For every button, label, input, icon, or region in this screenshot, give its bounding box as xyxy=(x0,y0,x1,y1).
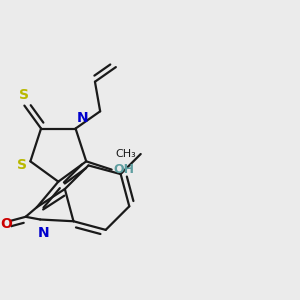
Text: OH: OH xyxy=(113,163,134,176)
Text: N: N xyxy=(77,111,89,125)
Text: N: N xyxy=(38,226,49,240)
Text: CH₃: CH₃ xyxy=(115,149,136,159)
Text: O: O xyxy=(0,217,12,231)
Text: S: S xyxy=(20,88,29,102)
Text: S: S xyxy=(16,158,27,172)
